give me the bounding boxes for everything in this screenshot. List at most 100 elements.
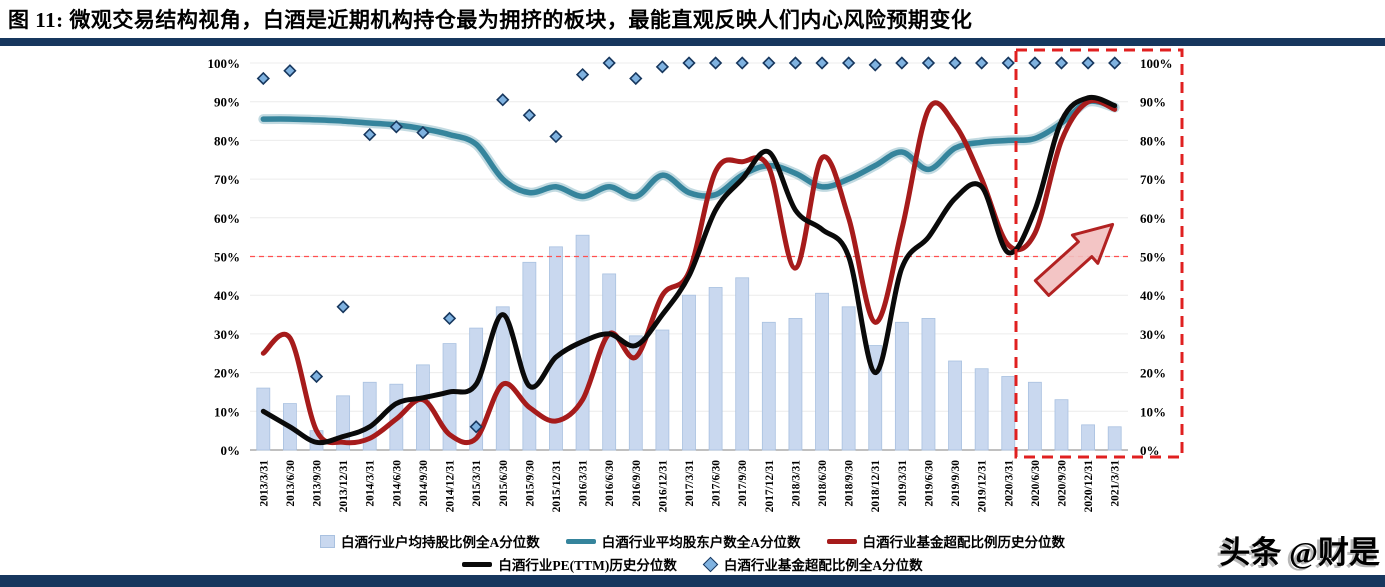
x-axis-tick-label: 2017/6/30 bbox=[711, 460, 723, 507]
legend-swatch-black-line bbox=[462, 561, 493, 567]
holdings-bar bbox=[1107, 426, 1122, 451]
x-axis-tick-label: 2015/3/31 bbox=[471, 460, 483, 507]
holdings-bar bbox=[974, 368, 989, 451]
x-axis-tick-label: 2014/9/30 bbox=[418, 460, 430, 507]
x-axis-tick-label: 2017/3/31 bbox=[684, 460, 696, 507]
fund-overweight-diamond bbox=[735, 56, 749, 70]
fund-overweight-diamond bbox=[442, 311, 457, 326]
x-axis-tick-label: 2013/6/30 bbox=[285, 460, 297, 507]
fund-overweight-diamond bbox=[629, 71, 643, 86]
holdings-bar bbox=[1054, 399, 1069, 451]
holdings-bar bbox=[921, 318, 936, 451]
x-axis-tick-label: 2013/9/30 bbox=[312, 460, 324, 507]
holdings-bar bbox=[256, 387, 271, 451]
fund-overweight-diamond bbox=[549, 129, 563, 144]
combo-chart-canvas: 0% 0% 10% 10% 20% 20% 30% 30% 40% 40% 50% 50% 60% 60%… bbox=[208, 48, 1184, 513]
x-axis-tick-label: 2014/6/30 bbox=[391, 460, 403, 507]
fund-overweight-diamond bbox=[283, 64, 297, 78]
holdings-bar bbox=[1027, 381, 1042, 451]
fund-overweight-diamond bbox=[363, 127, 377, 142]
holdings-bar bbox=[1001, 376, 1016, 451]
legend-item-fund-diamond: 白酒行业基金超配比例全A分位数 bbox=[702, 554, 923, 574]
pe-ttm-line bbox=[260, 94, 1118, 446]
left-axis-tick-label: 40% bbox=[214, 288, 240, 303]
fund-overweight-diamond bbox=[575, 67, 590, 82]
legend-label-shareholder-line: 白酒行业平均股东户数全A分位数 bbox=[601, 535, 801, 550]
fund-overweight-diamond bbox=[602, 56, 616, 70]
fund-overweight-diamond bbox=[309, 369, 324, 384]
legend-item-holdings-bar: 白酒行业户均持股比例全A分位数 bbox=[320, 531, 540, 551]
x-axis-tick-label: 2020/9/30 bbox=[1056, 460, 1068, 507]
right-axis-tick-label: 40% bbox=[1140, 288, 1166, 303]
fund-overweight-diamond bbox=[868, 58, 882, 72]
left-axis-tick-label: 30% bbox=[214, 327, 240, 342]
trend-arrow bbox=[1033, 222, 1115, 297]
legend-item-pe-line: 白酒行业PE(TTM)历史分位数 bbox=[462, 554, 677, 574]
shareholder-count-line bbox=[260, 98, 1118, 200]
legend-row-2: 白酒行业PE(TTM)历史分位数 白酒行业基金超配比例全A分位数 bbox=[0, 554, 1385, 574]
fund-overweight-diamond bbox=[1054, 56, 1069, 70]
x-axis-tick-label: 2016/9/30 bbox=[631, 460, 643, 507]
x-axis-tick-label: 2015/12/31 bbox=[551, 460, 563, 513]
legend-label-fund-diamond: 白酒行业基金超配比例全A分位数 bbox=[723, 558, 923, 573]
watermark: 头条 @财是 bbox=[1219, 535, 1380, 570]
x-axis-tick-label: 2016/12/31 bbox=[657, 460, 669, 513]
left-axis-tick-label: 80% bbox=[214, 133, 240, 148]
holdings-bar bbox=[682, 294, 696, 451]
x-axis-tick-label: 2017/9/30 bbox=[737, 460, 749, 507]
fund-overweight-diamond bbox=[336, 300, 350, 314]
holdings-bar bbox=[416, 364, 430, 451]
fund-overweight-diamond bbox=[389, 120, 403, 134]
fund-overweight-diamond bbox=[895, 56, 909, 70]
left-axis-tick-label: 90% bbox=[214, 95, 240, 110]
x-axis-tick-label: 2018/12/31 bbox=[870, 460, 882, 513]
holdings-bar bbox=[522, 261, 537, 451]
left-axis-tick-label: 10% bbox=[214, 404, 240, 419]
legend-label-holdings-bar: 白酒行业户均持股比例全A分位数 bbox=[341, 535, 540, 550]
x-axis-tick-label: 2016/6/30 bbox=[604, 460, 616, 507]
fund-overweight-diamond bbox=[655, 60, 670, 74]
fund-overweight-diamond bbox=[416, 126, 430, 140]
holdings-bar bbox=[495, 306, 510, 451]
holdings-bar bbox=[655, 329, 670, 451]
fund-overweight-diamond bbox=[815, 56, 829, 70]
x-axis-tick-label: 2013/12/31 bbox=[338, 460, 350, 513]
x-axis-tick-label: 2015/6/30 bbox=[498, 460, 510, 507]
holdings-bar bbox=[442, 343, 457, 451]
right-axis-tick-label: 90% bbox=[1140, 95, 1166, 110]
x-axis-tick-label: 2019/12/31 bbox=[977, 460, 989, 513]
holdings-bar bbox=[815, 292, 829, 451]
right-axis-tick-label: 70% bbox=[1140, 172, 1166, 187]
right-axis-tick-label: 30% bbox=[1140, 327, 1166, 342]
fund-overweight-diamond bbox=[256, 71, 270, 86]
holdings-bar bbox=[761, 321, 776, 451]
x-axis-tick-label: 2020/12/31 bbox=[1083, 460, 1095, 513]
highlight-dashed-box bbox=[1014, 48, 1184, 459]
fund-overweight-diamond bbox=[842, 56, 856, 70]
x-axis-tick-label: 2019/6/30 bbox=[923, 460, 935, 507]
right-axis-tick-label: 0% bbox=[1140, 443, 1160, 458]
fund-overweight-diamond bbox=[975, 56, 989, 70]
fund-overweight-diamond bbox=[682, 56, 696, 70]
x-axis-tick-label: 2018/9/30 bbox=[844, 460, 856, 507]
right-axis-tick-label: 100% bbox=[1140, 56, 1173, 71]
fund-overweight-diamond bbox=[496, 93, 510, 107]
left-axis-tick-label: 20% bbox=[214, 366, 240, 381]
holdings-bar bbox=[708, 287, 723, 451]
fund-overweight-diamond bbox=[708, 56, 723, 70]
fund-overweight-diamond bbox=[522, 108, 536, 122]
legend-item-fund-hist-line: 白酒行业基金超配比例历史分位数 bbox=[826, 531, 1065, 551]
holdings-bar bbox=[1081, 424, 1095, 451]
holdings-bar bbox=[362, 381, 377, 451]
fund-overweight-diamond bbox=[469, 420, 483, 434]
shareholder-count-line-glow bbox=[258, 96, 1120, 202]
top-rule bbox=[0, 38, 1385, 46]
x-axis-tick-label: 2020/6/30 bbox=[1030, 460, 1042, 507]
fund-overweight-diamond bbox=[1081, 56, 1095, 70]
holdings-bar bbox=[549, 246, 563, 451]
bottom-rule bbox=[0, 575, 1385, 587]
holdings-bar bbox=[948, 360, 962, 451]
x-axis-tick-label: 2013/3/31 bbox=[258, 460, 270, 507]
legend-label-pe-line: 白酒行业PE(TTM)历史分位数 bbox=[498, 558, 677, 573]
x-axis-tick-label: 2017/12/31 bbox=[764, 460, 776, 513]
